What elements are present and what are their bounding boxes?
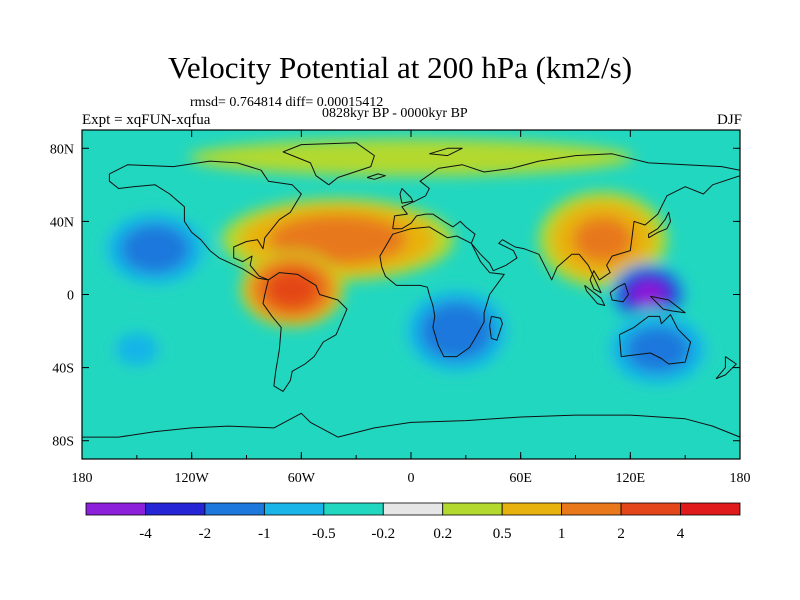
rmsd-diff-stats: rmsd= 0.764814 diff= 0.00015412 (190, 95, 384, 110)
x-tick-label: 120W (175, 471, 210, 486)
legend-swatch (561, 502, 622, 516)
coastline-new-zealand (715, 356, 737, 380)
coastline-madagascar (489, 315, 503, 341)
legend-label: 0.5 (493, 526, 512, 542)
field-anomaly-arctic-positive (188, 138, 634, 176)
coastline-antarctica (82, 412, 740, 438)
season-label: DJF (716, 112, 742, 128)
legend-swatch (263, 502, 325, 516)
contour-band (635, 333, 681, 366)
legend-label: 0.2 (433, 526, 452, 542)
legend-swatch (680, 502, 741, 516)
legend-label: -0.5 (312, 526, 336, 542)
coastline-africa (379, 226, 505, 358)
x-tick-label: 120E (616, 471, 646, 486)
y-tick-label: 40N (50, 215, 74, 230)
coastline-sumatra (584, 285, 606, 306)
legend-swatch (323, 502, 384, 516)
legend-label: -0.2 (371, 526, 395, 542)
coastline-south-america (262, 272, 348, 392)
x-axis: 180 120W 60W 0 60E 120E 180 (72, 130, 751, 486)
contour-band (273, 274, 312, 304)
contour-band (634, 282, 663, 307)
coastline-greenland (282, 142, 375, 186)
contour-band (434, 313, 480, 349)
coastline-japan (648, 211, 671, 239)
experiment-label: Expt = xqFUN-xqfua (82, 112, 211, 128)
map-area (82, 130, 740, 459)
legend-swatch (442, 502, 503, 516)
y-tick-label: 0 (67, 289, 74, 304)
coastline-eurasia (392, 153, 740, 294)
legend-label: -4 (139, 526, 152, 542)
legend-label: 2 (617, 526, 625, 542)
field-anomaly-south-america-maximum (240, 250, 345, 328)
legend-swatch (501, 502, 563, 516)
x-tick-label: 60E (509, 471, 532, 486)
legend-label: 1 (558, 526, 566, 542)
coastlines (82, 142, 740, 438)
coastline-borneo (609, 283, 629, 303)
coastline-australia (618, 314, 692, 365)
x-tick-label: 60W (288, 471, 316, 486)
coastline-north-america (108, 160, 302, 281)
field-anomaly-africa-indian-ocean-negative (398, 284, 516, 378)
contour-band (132, 232, 178, 265)
x-tick-label: 0 (408, 471, 415, 486)
chart-title: Velocity Potential at 200 hPa (km2/s) (167, 50, 633, 85)
period-label: 0828kyr BP - 0000kyr BP (322, 106, 468, 121)
contour-band (577, 220, 629, 259)
contour-band (124, 339, 150, 359)
coastline-iceland (366, 173, 386, 180)
legend-swatch (382, 502, 444, 516)
legend-swatch (204, 502, 265, 516)
field-anomaly-south-pacific-negative (106, 326, 168, 373)
coastline-uk (399, 188, 414, 204)
y-tick-label: 80S (52, 435, 74, 450)
legend-swatch (145, 502, 206, 516)
field-anomaly-west-pacific-dipole-negative (97, 207, 214, 291)
y-tick-label: 80N (50, 142, 74, 157)
y-axis: 80N 40N 0 40S 80S (50, 142, 740, 450)
legend-label: 4 (677, 526, 685, 542)
field-anomaly-australia-negative (600, 308, 716, 391)
legend-swatch (85, 502, 146, 516)
coastline-new-guinea (650, 295, 686, 314)
field-anomaly-asia-positive (538, 191, 668, 289)
y-tick-label: 40S (52, 362, 74, 377)
legend-swatch (620, 502, 681, 516)
x-tick-label: 180 (730, 471, 751, 486)
contour-band (295, 147, 527, 168)
contour-band (293, 223, 383, 256)
x-tick-label: 180 (72, 471, 93, 486)
legend-label: -1 (258, 526, 271, 542)
color-legend: -4 -2 -1 -0.5 -0.2 0.2 0.5 1 2 4 (85, 502, 741, 542)
coastline-svalbard (429, 147, 463, 157)
legend-label: -2 (199, 526, 212, 542)
